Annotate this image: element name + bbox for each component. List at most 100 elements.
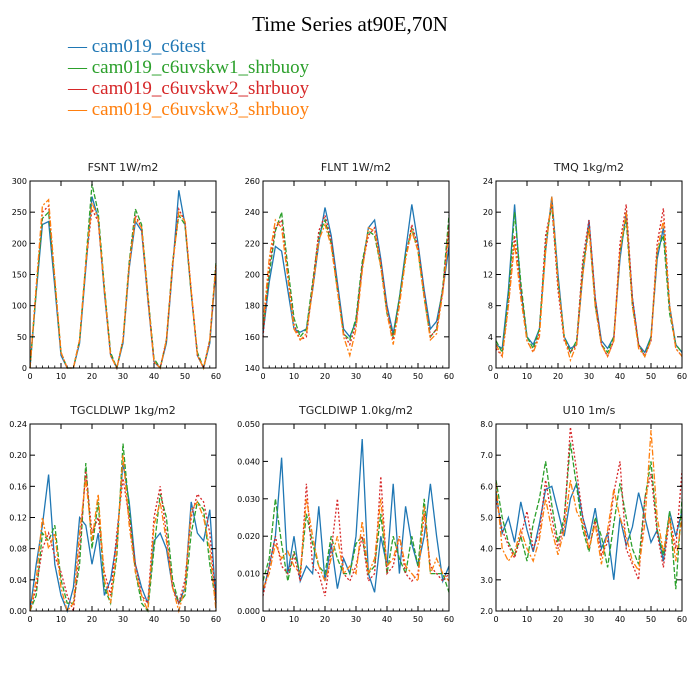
panel-title: TGCLDIWP 1.0kg/m2 [298,404,413,417]
y-tick-label: 4 [488,333,493,342]
x-tick-label: 40 [615,615,625,624]
x-tick-label: 40 [149,372,159,381]
x-tick-label: 60 [444,372,454,381]
y-tick-label: 0.24 [9,420,27,429]
legend-item-2: — cam019_c6uvskw1_shrbuoy [68,57,309,78]
series-line-4 [262,498,450,589]
y-tick-label: 0.040 [237,457,260,466]
legend-label: cam019_c6uvskw2_shrbuoy [91,78,310,99]
x-tick-label: 30 [351,372,361,381]
x-tick-label: 60 [444,615,454,624]
x-tick-label: 10 [289,615,299,624]
x-tick-label: 50 [646,615,656,624]
series-line-2 [29,443,217,613]
x-tick-label: 40 [382,372,392,381]
y-tick-label: 5.0 [480,514,493,523]
y-tick-label: 240 [245,208,260,217]
legend-item-1: — cam019_c6test [68,36,309,57]
panel-title: TGCLDLWP 1kg/m2 [69,404,175,417]
figure-title: Time Series at90E,70N [252,12,448,36]
y-tick-label: 160 [245,333,260,342]
x-tick-label: 50 [413,615,423,624]
legend: — cam019_c6test — cam019_c6uvskw1_shrbuo… [68,36,309,120]
y-tick-label: 0.00 [9,607,27,616]
x-tick-label: 10 [522,372,532,381]
y-tick-label: 220 [245,239,260,248]
legend-item-3: — cam019_c6uvskw2_shrbuoy [68,78,309,99]
y-tick-label: 24 [483,177,493,186]
series-line-4 [29,198,217,370]
y-tick-label: 2.0 [480,607,493,616]
x-tick-label: 60 [677,372,687,381]
legend-dash: — [68,78,92,99]
x-tick-label: 10 [289,372,299,381]
y-tick-label: 12 [483,271,493,280]
series-line-3 [495,427,683,581]
y-tick-label: 6.0 [480,482,493,491]
series-line-3 [262,476,450,597]
x-tick-label: 50 [646,372,656,381]
panel-3: TMQ 1kg/m2 0 10 20 30 40 50 60 0 4 8 12 16 20 24 [483,161,687,381]
series-line-3 [262,213,450,347]
x-tick-label: 20 [87,615,97,624]
x-tick-label: 20 [87,372,97,381]
y-tick-label: 8 [488,302,493,311]
y-tick-label: 200 [245,271,260,280]
y-tick-label: 0.08 [9,545,27,554]
panel-title: U10 1m/s [563,404,616,417]
x-tick-label: 10 [56,372,66,381]
y-tick-label: 150 [12,271,27,280]
series-line-4 [262,218,450,358]
legend-label: cam019_c6uvskw3_shrbuoy [91,99,310,120]
legend-dash: — [68,99,92,120]
x-tick-label: 20 [320,615,330,624]
x-tick-label: 20 [553,372,563,381]
x-tick-label: 0 [260,372,265,381]
x-tick-label: 30 [584,615,594,624]
y-tick-label: 260 [245,177,260,186]
x-tick-label: 50 [413,372,423,381]
y-tick-label: 0.12 [9,514,27,523]
x-tick-label: 20 [553,615,563,624]
legend-item-4: — cam019_c6uvskw3_shrbuoy [68,99,309,120]
y-tick-label: 250 [12,208,27,217]
y-tick-label: 0.020 [237,532,260,541]
x-tick-label: 20 [320,372,330,381]
y-tick-label: 0.04 [9,576,27,585]
y-tick-label: 100 [12,302,27,311]
series-line-2 [495,442,683,590]
x-tick-label: 60 [677,615,687,624]
y-tick-label: 16 [483,239,493,248]
series-line-2 [262,211,450,342]
series-line-4 [495,430,683,573]
y-tick-label: 0.000 [237,607,260,616]
series-line-2 [262,498,450,593]
legend-dash: — [68,36,92,57]
y-tick-label: 8.0 [480,420,493,429]
y-tick-label: 300 [12,177,27,186]
y-tick-label: 50 [17,333,27,342]
x-tick-label: 60 [211,615,221,624]
x-tick-label: 30 [118,372,128,381]
y-tick-label: 0.010 [237,570,260,579]
series-line-1 [29,462,217,614]
legend-label: cam019_c6uvskw1_shrbuoy [91,57,310,78]
panel-title: TMQ 1kg/m2 [553,161,624,174]
y-tick-label: 4.0 [480,545,493,554]
legend-label: cam019_c6test [91,36,206,57]
panel-title: FSNT 1W/m2 [88,161,159,174]
series-line-1 [29,190,217,370]
y-tick-label: 7.0 [480,451,493,460]
x-tick-label: 0 [493,615,498,624]
panel-1: FSNT 1W/m2 0 10 20 30 40 50 60 0 50 100 150 200 250 30… [12,161,221,381]
panel-title: FLNT 1W/m2 [321,161,391,174]
y-tick-label: 0.16 [9,482,27,491]
x-tick-label: 40 [615,372,625,381]
y-tick-label: 200 [12,239,27,248]
series-line-4 [495,196,683,363]
x-tick-label: 50 [180,615,190,624]
legend-dash: — [68,57,92,78]
y-tick-label: 20 [483,208,493,217]
y-tick-label: 0.20 [9,451,27,460]
